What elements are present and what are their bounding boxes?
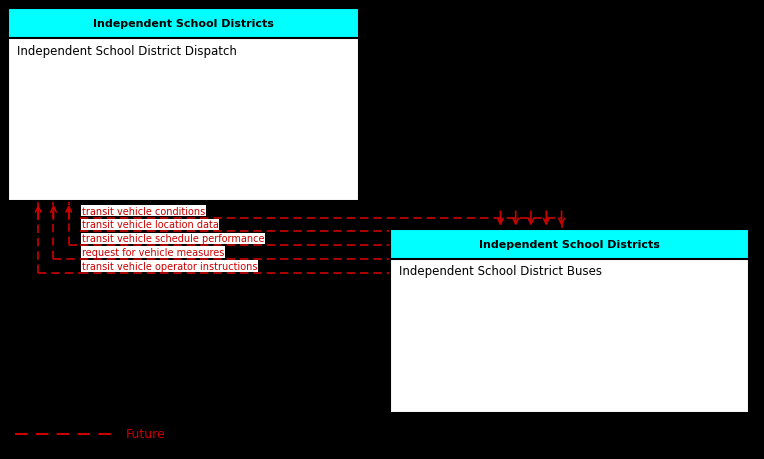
Text: Independent School District Dispatch: Independent School District Dispatch	[17, 45, 237, 57]
Text: Independent School District Buses: Independent School District Buses	[399, 265, 602, 278]
Text: Independent School Districts: Independent School Districts	[479, 240, 659, 249]
Bar	[390, 230, 749, 259]
Text: request for vehicle measures: request for vehicle measures	[82, 247, 224, 257]
Bar	[8, 9, 359, 39]
Text: Independent School Districts: Independent School Districts	[93, 19, 274, 29]
Text: transit vehicle location data: transit vehicle location data	[82, 220, 219, 230]
Bar	[8, 9, 359, 202]
Text: transit vehicle operator instructions: transit vehicle operator instructions	[82, 261, 257, 271]
Text: transit vehicle schedule performance: transit vehicle schedule performance	[82, 234, 264, 244]
Text: Future: Future	[126, 427, 166, 440]
Bar	[390, 230, 749, 413]
Text: transit vehicle conditions: transit vehicle conditions	[82, 206, 205, 216]
